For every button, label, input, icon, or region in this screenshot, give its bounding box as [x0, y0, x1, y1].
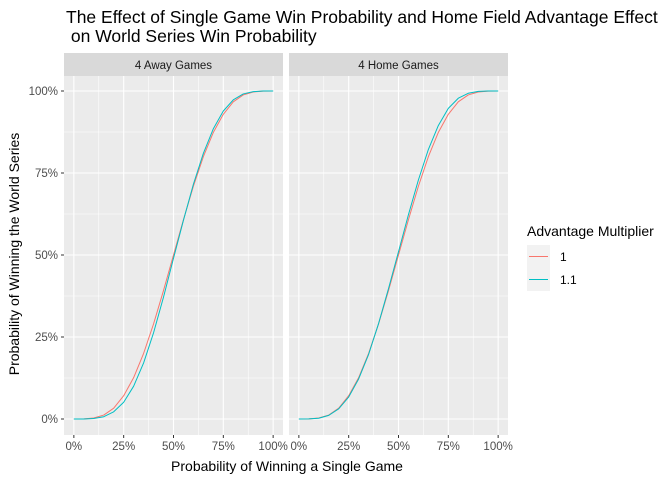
y-tick-label: 75%: [35, 168, 58, 180]
facet-panel-2: 4 Home Games 0% 25% 50% 75% 100%: [289, 53, 513, 453]
x-tick-label: 25%: [112, 441, 135, 453]
legend-label: 1: [560, 250, 567, 264]
chart-title-line-2: on World Series Win Probability: [66, 26, 317, 46]
chart-title-line-1: The Effect of Single Game Win Probabilit…: [66, 7, 658, 27]
facet-strip: [289, 53, 508, 76]
x-tick-label: 100%: [258, 441, 287, 453]
x-tick-label: 75%: [437, 441, 460, 453]
series-line-1-1: [73, 90, 274, 420]
y-axis: 0% 25% 50% 75% 100%: [29, 86, 64, 426]
x-tick-label: 50%: [162, 441, 185, 453]
x-tick-label: 50%: [387, 441, 410, 453]
legend-label: 1.1: [560, 273, 577, 287]
facet-panels: 4 Away Games 0% 25% 50% 75% 100% 4 Home Games 0…: [64, 53, 513, 453]
legend: Advantage Multiplier 1 1.1: [527, 223, 654, 291]
y-tick-label: 0%: [41, 414, 58, 426]
y-tick-label: 25%: [35, 332, 58, 344]
x-axis-title: Probability of Winning a Single Game: [171, 458, 403, 474]
x-tick-label: 25%: [337, 441, 360, 453]
series-line-1-1: [298, 90, 499, 420]
x-tick-label: 0%: [291, 441, 308, 453]
y-tick-label: 50%: [35, 250, 58, 262]
y-axis-title: Probability of Winning the World Series: [6, 133, 22, 376]
legend-title: Advantage Multiplier: [527, 223, 654, 239]
facet-strip-label: 4 Home Games: [358, 60, 439, 72]
x-tick-label: 100%: [483, 441, 512, 453]
x-tick-label: 0%: [66, 441, 83, 453]
y-tick-label: 100%: [29, 86, 58, 98]
facet-strip: [64, 53, 283, 76]
facet-panel-1: 4 Away Games 0% 25% 50% 75% 100%: [64, 53, 288, 453]
facet-strip-label: 4 Away Games: [135, 60, 212, 72]
series-line-1: [73, 90, 274, 420]
x-tick-label: 75%: [212, 441, 235, 453]
